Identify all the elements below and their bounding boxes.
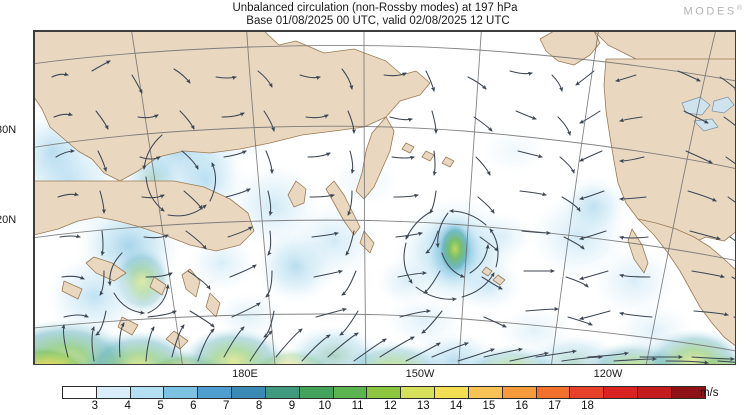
colorbar-tick-12: 12 bbox=[384, 400, 397, 412]
colorbar-cell-17 bbox=[638, 387, 672, 398]
colorbar-tick-9: 9 bbox=[288, 400, 296, 412]
lon-label-180e: 180E bbox=[232, 368, 258, 380]
lat-label-30n: 30N bbox=[0, 124, 17, 136]
colorbar-tick-13: 13 bbox=[416, 400, 430, 412]
registered-mark-icon: ® bbox=[736, 5, 742, 12]
colorbar-tick-17: 17 bbox=[548, 400, 562, 412]
colorbar-cell-18 bbox=[671, 387, 705, 398]
colorbar-cell-11 bbox=[435, 387, 469, 398]
colorbar-swatches bbox=[62, 386, 706, 399]
colorbar-cell-16 bbox=[604, 387, 639, 398]
colorbar-tick-6: 6 bbox=[190, 400, 197, 412]
lat-label-20n: 20N bbox=[0, 214, 17, 226]
colorbar-tick-18: 18 bbox=[581, 400, 594, 412]
colorbar-cell-5 bbox=[232, 387, 266, 398]
colorbar-tick-11: 11 bbox=[351, 400, 364, 412]
colorbar-tick-3: 3 bbox=[91, 400, 99, 412]
figure-title: Unbalanced circulation (non-Rossby modes… bbox=[232, 2, 518, 14]
colorbar-ticks: 3 4 5 6 7 8 9 10 11 12 13 14 15 16 17 18 bbox=[62, 399, 688, 415]
lon-label-120w: 120W bbox=[593, 368, 623, 380]
colorbar-cell-10 bbox=[401, 387, 436, 398]
colorbar-cell-4 bbox=[198, 387, 233, 398]
lon-label-150w: 150W bbox=[405, 368, 435, 380]
colorbar-cell-9 bbox=[367, 387, 402, 398]
colorbar-cell-13 bbox=[502, 387, 537, 398]
colorbar: 3 4 5 6 7 8 9 10 11 12 13 14 15 16 17 18 bbox=[62, 386, 706, 415]
colorbar-cell-2 bbox=[130, 387, 165, 398]
map-panel bbox=[33, 30, 736, 365]
colorbar-tick-4: 4 bbox=[124, 400, 131, 412]
colorbar-tick-14: 14 bbox=[449, 400, 463, 412]
colorbar-unit-label: m/s bbox=[700, 387, 719, 399]
colorbar-cell-3 bbox=[164, 387, 199, 398]
colorbar-cell-12 bbox=[468, 387, 503, 398]
colorbar-tick-8: 8 bbox=[255, 400, 263, 412]
modes-watermark: MODES® bbox=[683, 5, 742, 18]
great-lakes bbox=[681, 96, 735, 132]
colorbar-tick-16: 16 bbox=[515, 400, 529, 412]
colorbar-cell-7 bbox=[299, 387, 334, 398]
modes-watermark-text: MODES bbox=[683, 5, 737, 18]
landmass-layer bbox=[34, 31, 735, 350]
colorbar-tick-10: 10 bbox=[318, 400, 332, 412]
colorbar-cell-6 bbox=[265, 387, 300, 398]
colorbar-tick-5: 5 bbox=[157, 400, 164, 412]
figure-subtitle: Base 01/08/2025 00 UTC, valid 02/08/2025… bbox=[246, 15, 510, 27]
colorbar-cell-15 bbox=[570, 387, 605, 398]
colorbar-cell-1 bbox=[96, 387, 131, 398]
map-canvas bbox=[34, 31, 735, 364]
colorbar-cell-8 bbox=[333, 387, 368, 398]
wind-vector-layer bbox=[51, 60, 735, 364]
colorbar-cell-14 bbox=[536, 387, 571, 398]
figure-title-block: Unbalanced circulation (non-Rossby modes… bbox=[0, 2, 750, 28]
colorbar-tick-7: 7 bbox=[223, 400, 230, 412]
colorbar-tick-15: 15 bbox=[482, 400, 496, 412]
colorbar-cell-0 bbox=[63, 387, 97, 398]
